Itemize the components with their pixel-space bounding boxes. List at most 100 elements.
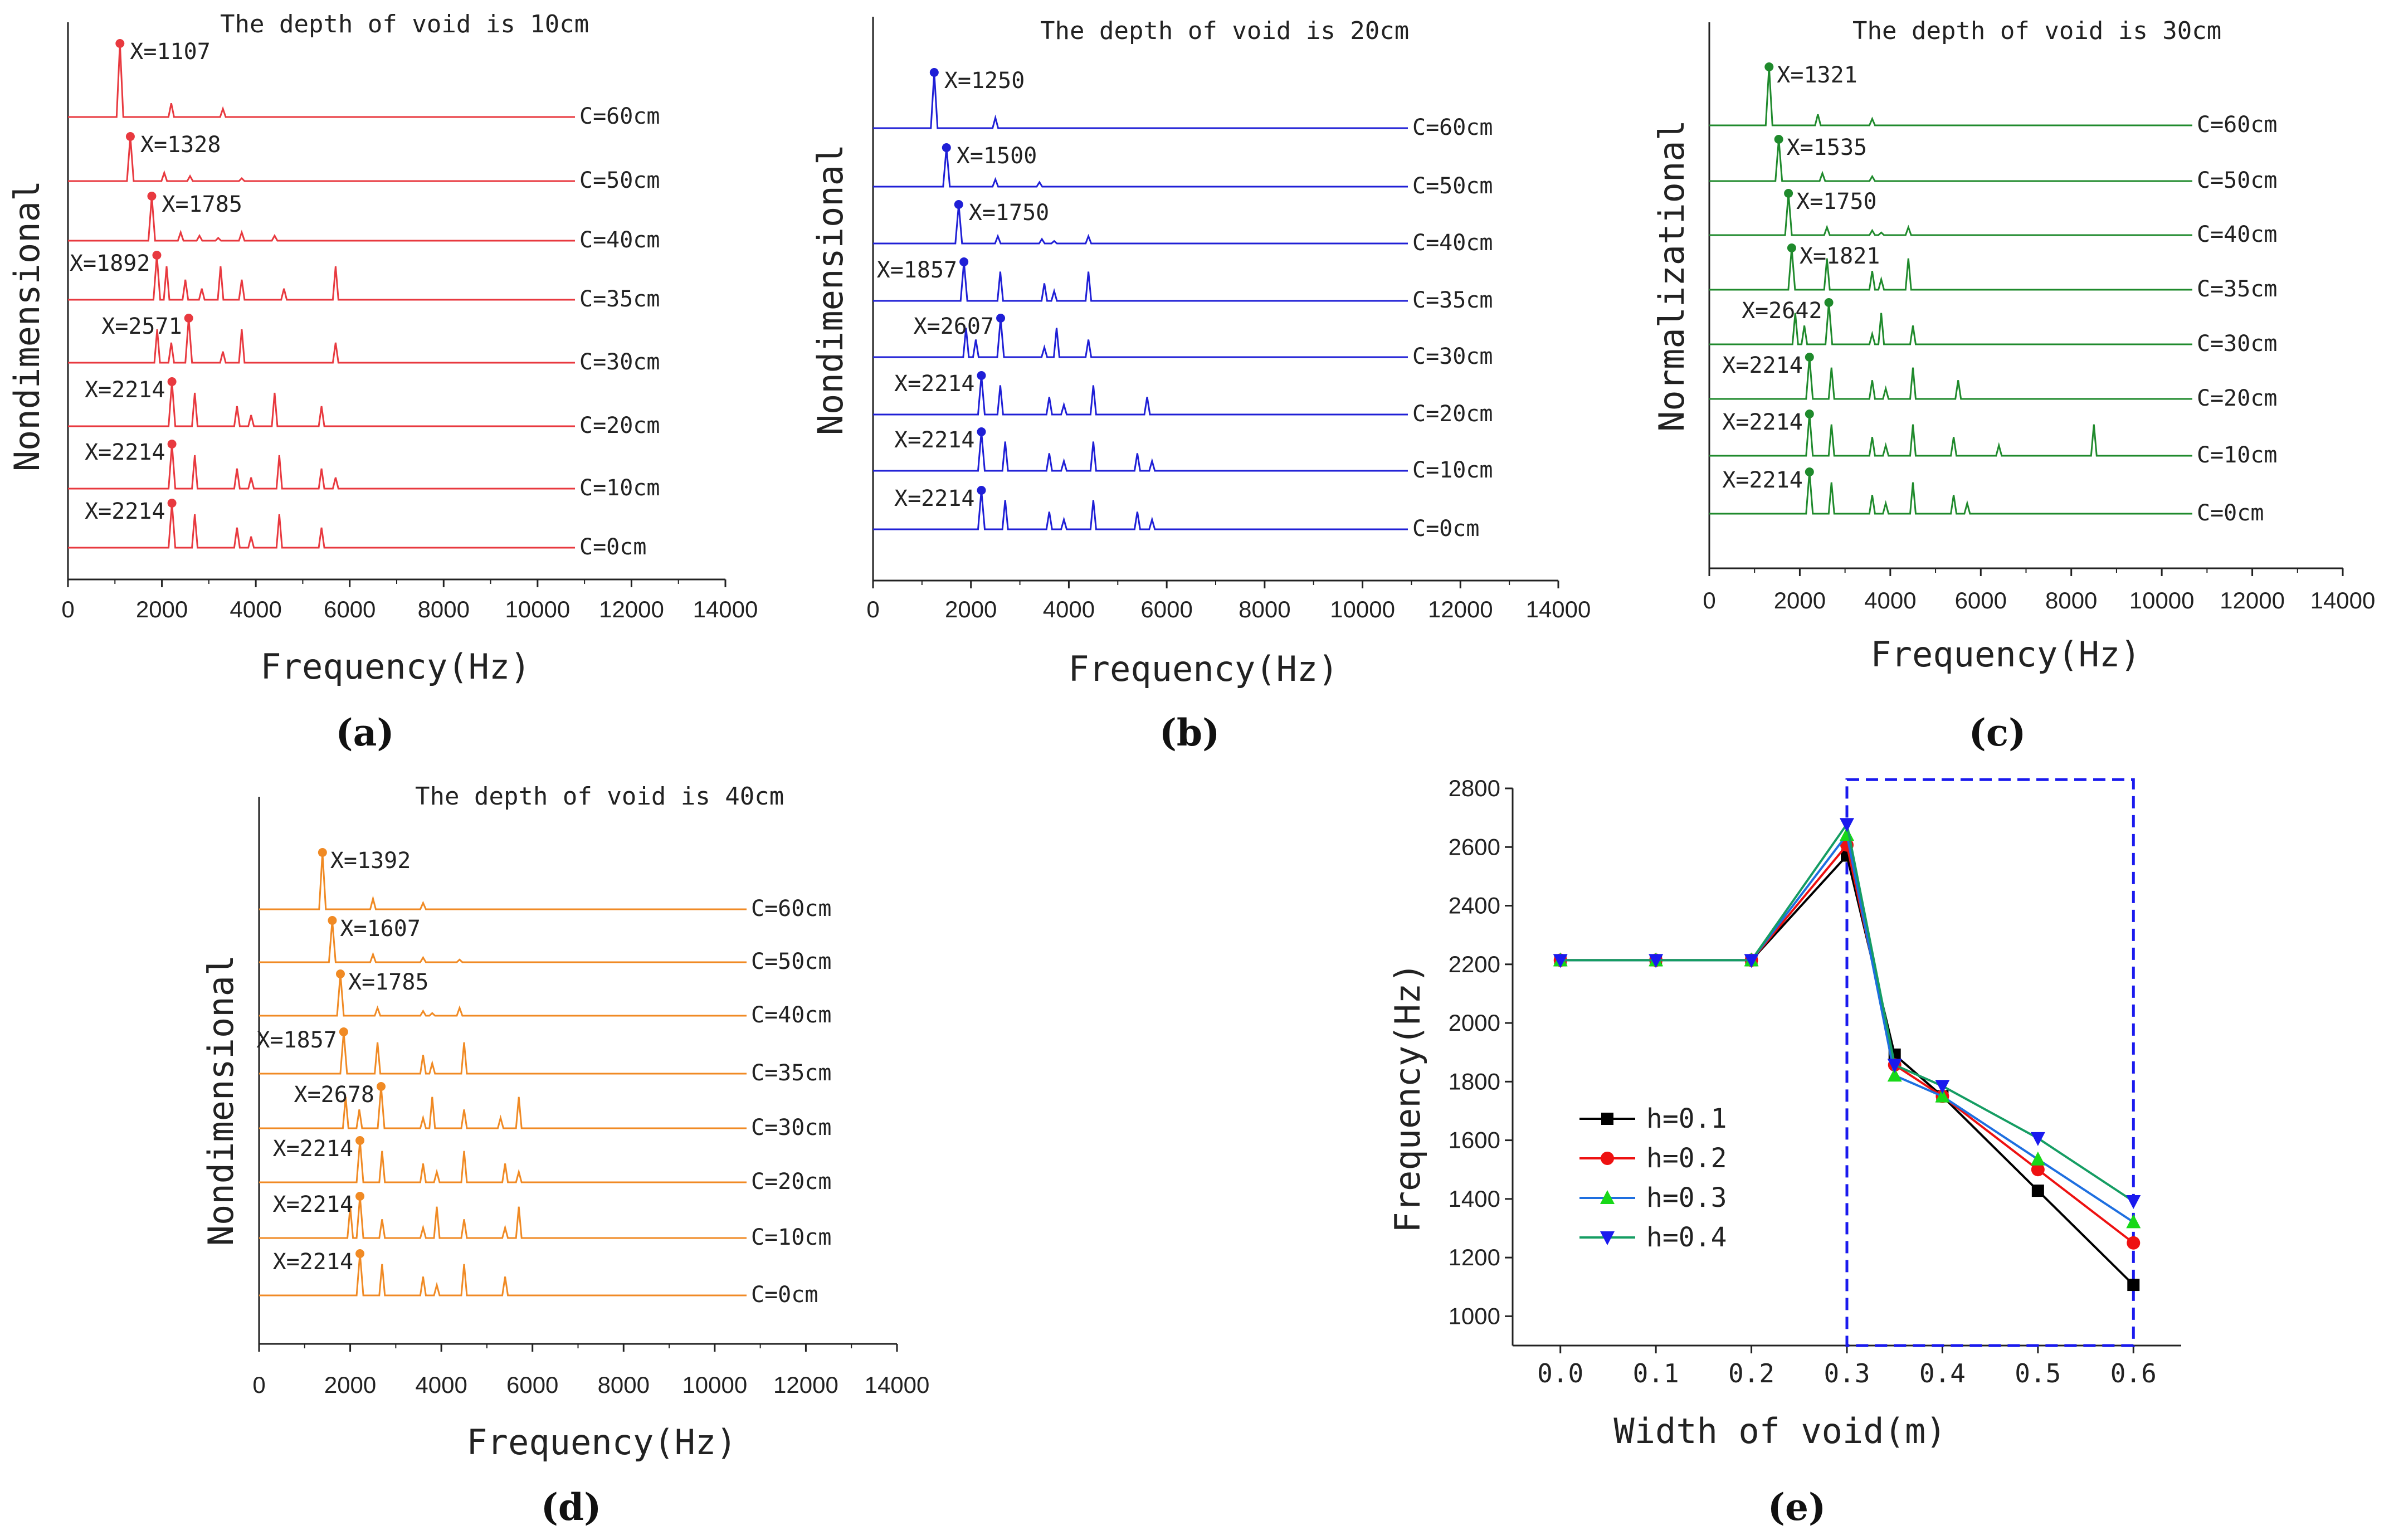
panel-c-x-ticks: 0 2000 4000 6000 8000 10000 12000 14000	[1703, 568, 2375, 613]
panel-a-x-tick-label: 2000	[136, 596, 188, 622]
panel-c-peak-label: X=2214	[1722, 353, 1803, 378]
panel-a-peak-marker	[184, 314, 193, 323]
panel-d-peak-marker	[355, 1192, 365, 1201]
panel-d-trace-C=40cm	[259, 973, 747, 1017]
panel-b-peak-label: X=2607	[914, 314, 994, 339]
panel-d-trace-C=35cm	[259, 1031, 747, 1075]
panel-c-peak-label: X=1821	[1800, 243, 1880, 269]
panel-b-x-tick-label: 10000	[1330, 596, 1395, 622]
panel-e-point-h=0.2	[2127, 1236, 2141, 1250]
panel-d-peak-label: X=1607	[340, 916, 421, 942]
panel-c-trace-C=0cm	[1709, 471, 2192, 515]
panel-d-peak-marker	[335, 969, 345, 978]
panel-b-series-name: C=35cm	[1412, 287, 1493, 313]
panel-c-series-name: C=60cm	[2197, 112, 2278, 138]
panel-e-y-tick-label: 1400	[1449, 1186, 1500, 1212]
panel-c-label: (c)	[1969, 711, 2026, 754]
panel-c-peak-marker	[1805, 353, 1814, 362]
panel-a-trace-C=35cm	[68, 255, 575, 301]
panel-a-peak-label: X=2214	[85, 440, 165, 465]
panel-d-peak-marker	[318, 848, 327, 857]
panel-e-point-h=0.4	[1887, 1059, 1902, 1073]
panel-e-point-h=0.3	[2030, 1151, 2045, 1166]
panel-a-xlabel: Frequency(Hz)	[260, 646, 530, 687]
panel-a-x-tick-label: 6000	[324, 596, 376, 622]
panel-d-peak-marker	[339, 1027, 348, 1036]
panel-c: X=1321 C=60cm X=1535 C=50cm X=1750 C=40cm X=18…	[1651, 17, 2375, 754]
panel-c-trace-C=40cm	[1709, 193, 2192, 236]
panel-d-peak-label: X=2678	[294, 1082, 375, 1108]
panel-e-point-h=0.4	[2126, 1195, 2141, 1210]
panel-a-series-name: C=0cm	[579, 534, 646, 560]
panel-d-trace-C=50cm	[259, 920, 747, 963]
panel-b-series-name: C=60cm	[1412, 115, 1493, 140]
panel-b-trace-C=10cm	[873, 431, 1408, 472]
panel-c-x-tick-label: 14000	[2310, 587, 2376, 613]
panel-d-peak-marker	[355, 1249, 365, 1258]
panel-d-x-ticks: 0 2000 4000 6000 8000 10000 12000 14000	[252, 1344, 929, 1398]
panel-e-series	[1553, 818, 2141, 1292]
panel-e-legend-marker	[1600, 1231, 1615, 1245]
panel-d-peak-label: X=1857	[256, 1027, 337, 1053]
panel-e-y-tick-label: 2800	[1449, 775, 1500, 801]
panel-a-series-name: C=10cm	[579, 475, 660, 501]
panel-e-series-h=0.4	[1560, 821, 2134, 1202]
panel-a-series-name: C=30cm	[579, 349, 660, 375]
panel-e-x-tick-label: 0.4	[1919, 1358, 1966, 1388]
panel-e-dashed-box	[1845, 778, 2135, 1347]
panel-d-peak-label: X=2214	[273, 1192, 354, 1217]
panel-c-peak-label: X=1750	[1796, 189, 1877, 215]
panel-e-legend-marker	[1600, 1190, 1615, 1204]
panel-e-y-tick-label: 1600	[1449, 1127, 1500, 1153]
panel-e-legend-label: h=0.1	[1646, 1103, 1727, 1134]
panel-a-label: (a)	[335, 711, 394, 754]
panel-c-peak-marker	[1805, 467, 1814, 476]
panel-e-x-tick-label: 0.2	[1728, 1358, 1774, 1388]
panel-b-series-name: C=20cm	[1412, 401, 1493, 427]
panel-a-trace-C=30cm	[68, 318, 575, 364]
panel-d-xlabel: Frequency(Hz)	[466, 1422, 737, 1463]
panel-e-highlight-box	[1845, 778, 2135, 1347]
panel-d-x-tick-label: 2000	[324, 1372, 376, 1398]
panel-b-x-tick-label: 8000	[1239, 596, 1290, 622]
panel-a-peak-marker	[115, 39, 125, 48]
panel-a-series-name: C=35cm	[579, 286, 660, 312]
panel-c-peak-label: X=2642	[1742, 298, 1822, 324]
panel-c-trace-C=20cm	[1709, 357, 2192, 400]
panel-a-peak-marker	[167, 377, 177, 386]
panel-e-label: (e)	[1768, 1485, 1826, 1529]
panel-e-point-h=0.2	[2031, 1163, 2045, 1177]
panel-e: 1000 1200 1400 1600 1800 2000 2200 2400 2600 2800…	[1387, 775, 2181, 1529]
panel-d-label: (d)	[541, 1485, 602, 1529]
panel-d-trace-C=60cm	[259, 852, 747, 910]
panel-d-x-tick-label: 14000	[865, 1372, 930, 1398]
panel-d-peak-marker	[328, 916, 337, 925]
panel-d-trace-C=30cm	[259, 1086, 747, 1129]
panel-d-peak-label: X=1392	[330, 848, 411, 874]
panel-b-peak-label: X=1250	[944, 68, 1025, 94]
panel-b-peak-marker	[954, 200, 963, 209]
panel-b-traces: X=1250 C=60cm X=1500 C=50cm X=1750 C=40cm X=18…	[873, 68, 1493, 542]
panel-a-peak-marker	[147, 192, 157, 201]
panel-c-title: The depth of void is 30cm	[1852, 17, 2221, 45]
panel-e-point-h=0.1	[2031, 1185, 2044, 1197]
panel-a-trace-C=50cm	[68, 136, 575, 182]
panel-a-peak-label: X=1107	[130, 39, 211, 65]
panel-c-series-name: C=35cm	[2197, 276, 2278, 302]
panel-a-series-name: C=40cm	[579, 227, 660, 253]
panel-b-peak-label: X=2214	[894, 427, 975, 453]
panel-e-legend-marker	[1601, 1113, 1613, 1125]
panel-b: X=1250 C=60cm X=1500 C=50cm X=1750 C=40cm X=18…	[810, 17, 1591, 754]
panel-b-peak-marker	[929, 68, 939, 77]
panel-d-series-name: C=50cm	[751, 949, 832, 974]
panel-e-point-h=0.1	[2127, 1279, 2140, 1292]
panel-e-legend-label: h=0.3	[1646, 1182, 1727, 1214]
panel-a-trace-C=0cm	[68, 503, 575, 549]
panel-b-x-tick-label: 2000	[945, 596, 997, 622]
panel-b-peak-marker	[977, 371, 986, 380]
panel-d-title: The depth of void is 40cm	[415, 782, 784, 811]
panel-a-peak-marker	[167, 440, 177, 449]
panel-b-series-name: C=10cm	[1412, 457, 1493, 483]
panel-d-trace-C=20cm	[259, 1140, 747, 1183]
panel-d-peak-marker	[355, 1136, 365, 1145]
